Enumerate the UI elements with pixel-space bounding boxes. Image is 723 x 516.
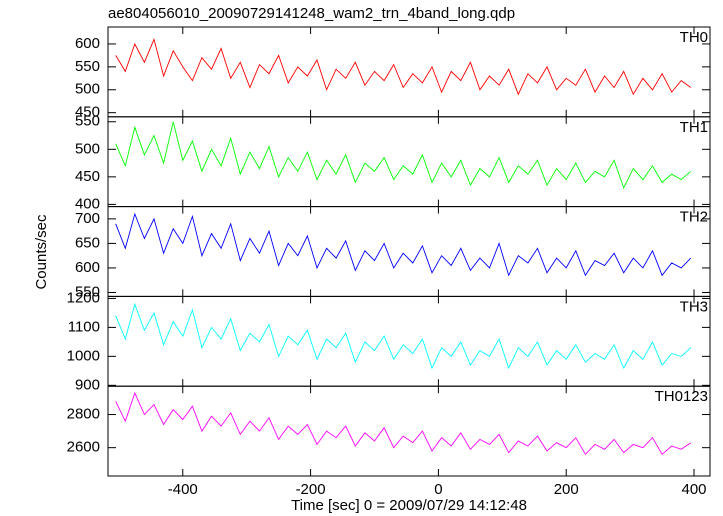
panel-frame: [107, 385, 711, 477]
x-tick-label: -200: [296, 481, 326, 498]
data-line: [115, 212, 692, 277]
y-tick-label: 450: [75, 104, 100, 121]
y-tick-label: 2600: [67, 439, 100, 456]
panel-frame: [107, 116, 711, 208]
y-tick-label: 900: [75, 376, 100, 393]
x-tick-label: 0: [434, 481, 442, 498]
y-tick-label: 1100: [68, 318, 100, 335]
y-tick-label: 550: [75, 113, 100, 130]
panel-label: TH1: [680, 119, 708, 136]
y-tick-label: 600: [75, 259, 100, 276]
y-tick-label: 600: [75, 35, 100, 52]
data-line: [115, 121, 692, 190]
y-axis-label: Counts/sec: [33, 214, 50, 290]
panel-frame: [107, 206, 711, 297]
y-tick-label: 550: [75, 58, 100, 75]
x-tick-label: 200: [554, 481, 579, 498]
x-tick-label: -400: [168, 481, 198, 498]
y-tick-label: 2800: [67, 406, 100, 423]
data-line: [115, 391, 692, 456]
data-line: [115, 38, 692, 96]
y-tick-label: 650: [75, 234, 100, 251]
y-tick-label: 550: [75, 283, 100, 300]
y-tick-label: 450: [75, 168, 100, 185]
y-tick-label: 1200: [67, 289, 100, 306]
x-tick-label: 400: [682, 481, 707, 498]
y-tick-label: 500: [75, 81, 100, 98]
y-tick-label: 400: [75, 195, 100, 212]
panel-label: TH2: [680, 209, 708, 226]
panel-label: TH0123: [655, 388, 708, 405]
panel-label: TH3: [680, 298, 708, 315]
chart-title: ae804056010_20090729141248_wam2_trn_4ban…: [108, 5, 515, 22]
panel-label: TH0: [680, 29, 708, 46]
y-tick-label: 500: [75, 140, 100, 157]
panel-frame: [107, 26, 711, 118]
y-tick-label: 700: [75, 210, 100, 227]
panel-frame: [107, 295, 711, 387]
data-line: [115, 302, 692, 370]
x-axis-label: Time [sec] 0 = 2009/07/29 14:12:48: [291, 497, 527, 514]
y-tick-label: 1000: [67, 347, 100, 364]
